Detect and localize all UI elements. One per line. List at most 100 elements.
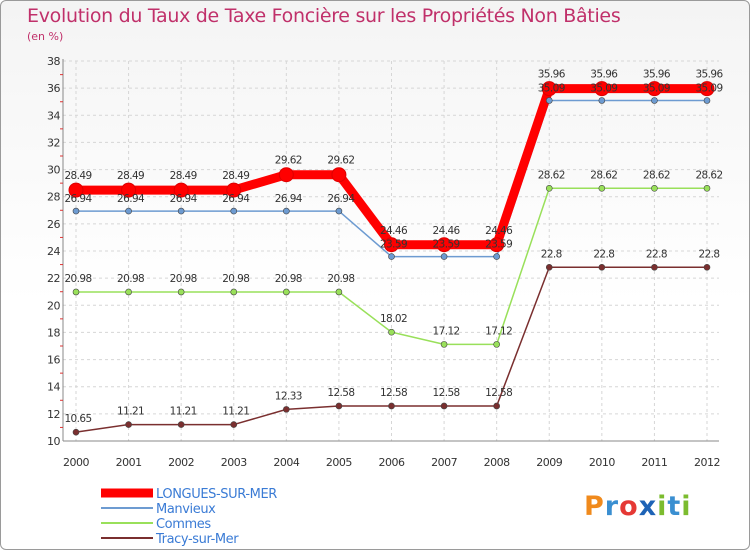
data-point xyxy=(703,263,711,271)
y-tick-label: 24 xyxy=(47,245,60,258)
y-tick-label: 36 xyxy=(47,82,60,95)
data-label: 35.09 xyxy=(643,82,670,94)
data-label: 20.98 xyxy=(222,273,249,285)
data-label: 35.09 xyxy=(538,82,565,94)
data-label: 23.59 xyxy=(485,239,512,251)
y-tick-label: 30 xyxy=(47,164,60,177)
data-point xyxy=(651,185,658,192)
data-point xyxy=(283,406,290,413)
data-label: 24.46 xyxy=(380,225,408,237)
logo-letter: t xyxy=(667,491,682,522)
x-tick-label: 2010 xyxy=(589,456,615,469)
x-tick-label: 2008 xyxy=(484,456,510,469)
x-tick-label: 2011 xyxy=(641,456,667,469)
data-point xyxy=(125,207,132,215)
data-point xyxy=(283,288,290,296)
data-point xyxy=(173,182,189,198)
y-tick-label: 28 xyxy=(47,191,60,204)
data-label: 28.62 xyxy=(643,169,670,181)
data-point xyxy=(335,402,343,410)
y-tick-label: 12 xyxy=(47,408,60,421)
data-label: 28.62 xyxy=(590,169,617,181)
logo-letter: P xyxy=(584,491,605,522)
data-label: 22.8 xyxy=(699,248,720,260)
data-label: 12.58 xyxy=(433,387,460,399)
data-point xyxy=(545,97,553,104)
series-line xyxy=(76,84,707,250)
data-label: 11.21 xyxy=(117,406,144,418)
data-label: 20.98 xyxy=(275,273,302,285)
data-point xyxy=(72,207,80,215)
data-label: 20.98 xyxy=(170,273,197,285)
proxiti-logo: Proxiti xyxy=(584,491,692,522)
x-tick-label: 2007 xyxy=(431,456,457,469)
data-point xyxy=(646,81,662,97)
data-label: 35.96 xyxy=(538,69,566,81)
data-point xyxy=(384,237,399,253)
data-point xyxy=(283,207,290,215)
data-point xyxy=(594,81,610,97)
y-tick-label: 18 xyxy=(47,326,60,339)
data-point xyxy=(598,97,606,104)
data-label: 26.94 xyxy=(170,193,198,205)
x-tick-label: 2009 xyxy=(536,456,562,469)
data-point xyxy=(440,341,448,348)
legend-label: Commes xyxy=(156,517,211,532)
data-label: 26.94 xyxy=(275,193,303,205)
data-label: 20.98 xyxy=(117,273,144,285)
data-label: 22.8 xyxy=(541,248,562,260)
data-point xyxy=(493,253,500,260)
data-label: 24.46 xyxy=(485,225,513,237)
y-tick-label: 22 xyxy=(47,272,60,285)
data-label: 18.02 xyxy=(380,313,407,325)
data-label: 28.49 xyxy=(64,170,91,182)
data-point xyxy=(545,185,553,192)
data-label: 22.8 xyxy=(593,248,614,260)
data-point xyxy=(388,402,395,410)
data-point xyxy=(651,263,658,271)
y-tick-label: 38 xyxy=(47,55,60,68)
data-label: 23.59 xyxy=(433,239,460,251)
data-point xyxy=(440,253,448,260)
x-tick-label: 2003 xyxy=(221,456,247,469)
data-label: 28.49 xyxy=(222,170,249,182)
data-point xyxy=(121,182,137,198)
x-tick-label: 2005 xyxy=(326,456,352,469)
data-point xyxy=(703,185,711,192)
data-point xyxy=(230,207,238,215)
data-label: 26.94 xyxy=(64,193,92,205)
data-label: 28.49 xyxy=(117,170,144,182)
data-point xyxy=(545,263,553,271)
data-label: 12.33 xyxy=(275,390,302,402)
data-point xyxy=(541,81,557,97)
data-label: 26.94 xyxy=(222,193,250,205)
x-tick-label: 2000 xyxy=(63,456,89,469)
logo-letter: r xyxy=(604,491,620,522)
data-point xyxy=(278,167,294,183)
data-point xyxy=(230,421,238,428)
data-point xyxy=(489,237,505,253)
data-point xyxy=(177,207,185,215)
data-label: 35.09 xyxy=(695,82,722,94)
series-points xyxy=(68,81,715,436)
data-label: 20.98 xyxy=(64,273,91,285)
tick-labels: 10 12 14 16 18 20 22 24 26 28 30 32 34 36 38 2000 2001 20… xyxy=(47,55,721,469)
data-point xyxy=(72,428,80,436)
data-point xyxy=(72,288,80,296)
data-label: 10.65 xyxy=(64,413,91,425)
data-point xyxy=(230,288,238,296)
x-tick-label: 2001 xyxy=(116,456,142,469)
axes xyxy=(60,59,719,442)
data-point xyxy=(436,237,452,253)
data-label: 17.12 xyxy=(485,325,512,337)
data-point xyxy=(699,81,715,97)
data-label: 17.12 xyxy=(433,325,460,337)
data-label: 35.96 xyxy=(695,69,723,81)
data-point xyxy=(598,263,606,271)
y-tick-label: 34 xyxy=(47,109,60,122)
data-label: 11.21 xyxy=(170,406,197,418)
data-point xyxy=(598,185,606,192)
x-tick-label: 2002 xyxy=(168,456,194,469)
